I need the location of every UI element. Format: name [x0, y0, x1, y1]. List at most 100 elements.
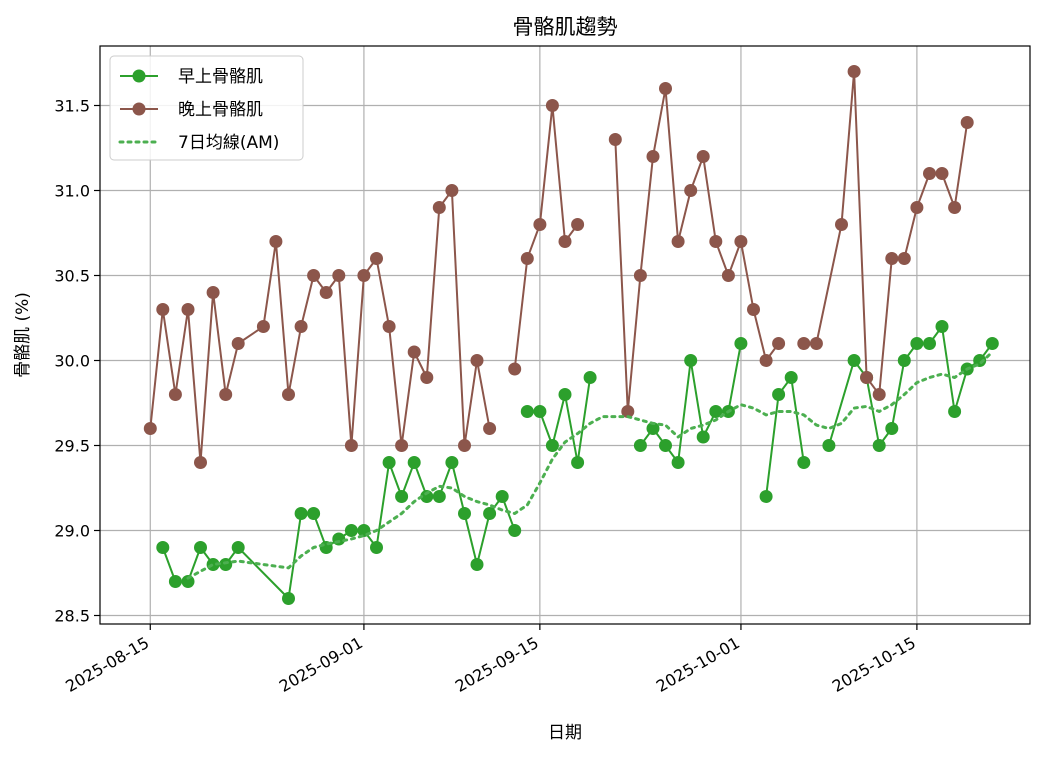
data-point: [759, 490, 773, 503]
data-point: [307, 507, 321, 520]
data-point: [621, 405, 635, 418]
data-point: [910, 201, 924, 214]
y-axis-label: 骨骼肌 (%): [13, 292, 33, 378]
data-point: [571, 456, 585, 469]
data-point: [344, 524, 358, 537]
data-point: [206, 286, 220, 299]
data-point: [194, 541, 207, 554]
data-point: [332, 269, 346, 282]
data-point: [910, 337, 924, 350]
y-tick-label: 28.5: [54, 607, 90, 626]
data-point: [721, 269, 735, 282]
data-point: [835, 218, 848, 231]
data-point: [382, 456, 396, 469]
data-point: [671, 456, 685, 469]
data-point: [458, 507, 471, 520]
data-point: [445, 456, 459, 469]
data-point: [822, 439, 836, 452]
legend-item: 7日均線(AM): [118, 133, 279, 153]
data-point: [646, 422, 660, 435]
data-point: [772, 388, 786, 401]
data-point: [395, 439, 409, 452]
data-point: [633, 269, 647, 282]
series-1: [156, 320, 999, 605]
legend-label: 早上骨骼肌: [178, 67, 263, 87]
data-point: [282, 388, 295, 401]
data-point: [470, 354, 484, 367]
data-point: [960, 116, 974, 129]
data-point: [156, 303, 170, 316]
data-point: [470, 558, 484, 571]
data-point: [533, 218, 547, 231]
data-point: [231, 337, 245, 350]
legend-box: [109, 55, 304, 161]
data-point: [483, 507, 497, 520]
data-point: [847, 65, 861, 78]
data-point: [294, 507, 308, 520]
data-point: [370, 252, 383, 265]
data-point: [533, 405, 547, 418]
data-point: [194, 456, 207, 469]
data-point: [256, 320, 270, 333]
x-axis-label: 日期: [548, 723, 582, 743]
legend-label: 晚上骨骼肌: [178, 100, 263, 120]
y-tick-label: 31.5: [54, 97, 90, 116]
data-point: [420, 371, 434, 384]
data-point: [696, 430, 710, 444]
data-point: [395, 490, 409, 503]
data-point: [432, 490, 446, 503]
data-point: [784, 371, 798, 384]
data-point: [370, 541, 383, 554]
data-point: [508, 362, 522, 376]
data-point: [948, 201, 962, 214]
data-point: [684, 354, 698, 367]
data-point: [432, 201, 446, 214]
data-point: [772, 337, 786, 350]
data-point: [407, 345, 421, 359]
data-point: [382, 320, 396, 333]
data-point: [659, 439, 672, 452]
data-point: [985, 337, 999, 350]
legend-label: 7日均線(AM): [178, 133, 279, 153]
chart-title: 骨骼肌趨勢: [513, 15, 618, 39]
data-point: [282, 592, 295, 605]
data-point: [344, 439, 358, 452]
data-point: [897, 252, 911, 265]
data-point: [671, 235, 685, 248]
y-tick-label: 31.0: [54, 182, 90, 201]
data-point: [495, 490, 509, 503]
data-point: [558, 235, 572, 248]
data-point: [659, 82, 672, 95]
data-point: [219, 558, 233, 571]
data-point: [307, 269, 321, 282]
series-3: [186, 350, 994, 580]
data-point: [445, 184, 459, 197]
data-point: [759, 354, 773, 367]
legend-item: 晚上骨骼肌: [120, 100, 263, 120]
data-point: [458, 439, 471, 452]
y-tick-label: 30.5: [54, 267, 90, 286]
data-point: [231, 541, 245, 554]
data-point: [797, 337, 811, 350]
series-line: [765, 376, 805, 497]
data-point: [709, 405, 723, 418]
data-point: [319, 286, 333, 299]
legend-marker: [132, 102, 146, 116]
data-point: [897, 354, 911, 367]
plot-series: [143, 65, 999, 605]
data-point: [558, 388, 572, 401]
series-2: [143, 65, 974, 469]
data-point: [734, 235, 748, 248]
data-point: [797, 456, 811, 469]
data-point: [407, 456, 421, 469]
legend-item: 早上骨骼肌: [120, 67, 263, 87]
data-point: [709, 235, 723, 248]
data-point: [156, 541, 170, 554]
data-point: [923, 337, 936, 350]
y-tick-label: 29.5: [54, 437, 90, 456]
y-tick-label: 30.0: [54, 352, 90, 371]
data-point: [747, 303, 760, 316]
data-point: [483, 422, 497, 435]
